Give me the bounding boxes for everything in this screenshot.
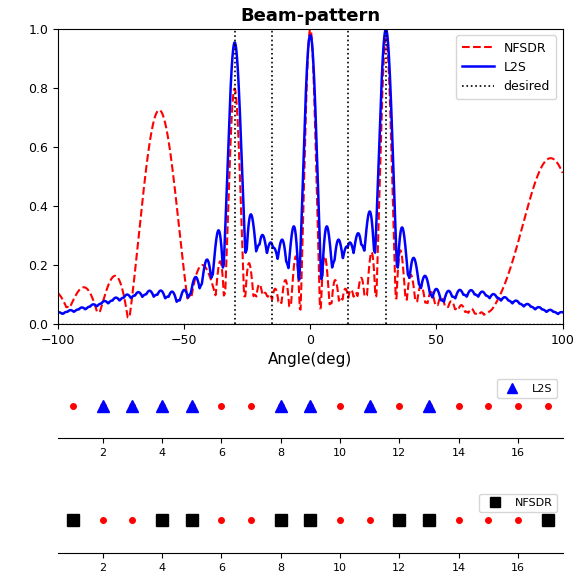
L2S	[287, 248, 293, 255]
L2S	[55, 309, 61, 316]
Line: NFSDR: NFSDR	[58, 29, 563, 317]
NFSDR	[545, 155, 552, 162]
L2S	[545, 307, 552, 314]
X-axis label: Angle(deg): Angle(deg)	[268, 352, 353, 367]
NFSDR	[300, 196, 307, 203]
Title: Beam-pattern: Beam-pattern	[240, 7, 380, 25]
L2S	[382, 26, 389, 33]
NFSDR	[124, 314, 131, 321]
NFSDR	[307, 26, 314, 33]
NFSDR	[545, 155, 552, 162]
L2S	[80, 304, 87, 311]
L2S	[545, 307, 552, 314]
NFSDR	[287, 302, 293, 309]
Legend: NFSDR: NFSDR	[479, 494, 557, 513]
NFSDR	[559, 169, 566, 176]
NFSDR	[55, 290, 61, 297]
Line: L2S: L2S	[58, 29, 563, 314]
L2S	[559, 309, 566, 316]
L2S	[300, 161, 307, 168]
NFSDR	[80, 284, 87, 291]
L2S	[554, 310, 561, 317]
Legend: NFSDR, L2S, desired: NFSDR, L2S, desired	[456, 36, 556, 100]
NFSDR	[452, 306, 459, 313]
Legend: L2S: L2S	[496, 379, 557, 398]
L2S	[452, 294, 459, 301]
